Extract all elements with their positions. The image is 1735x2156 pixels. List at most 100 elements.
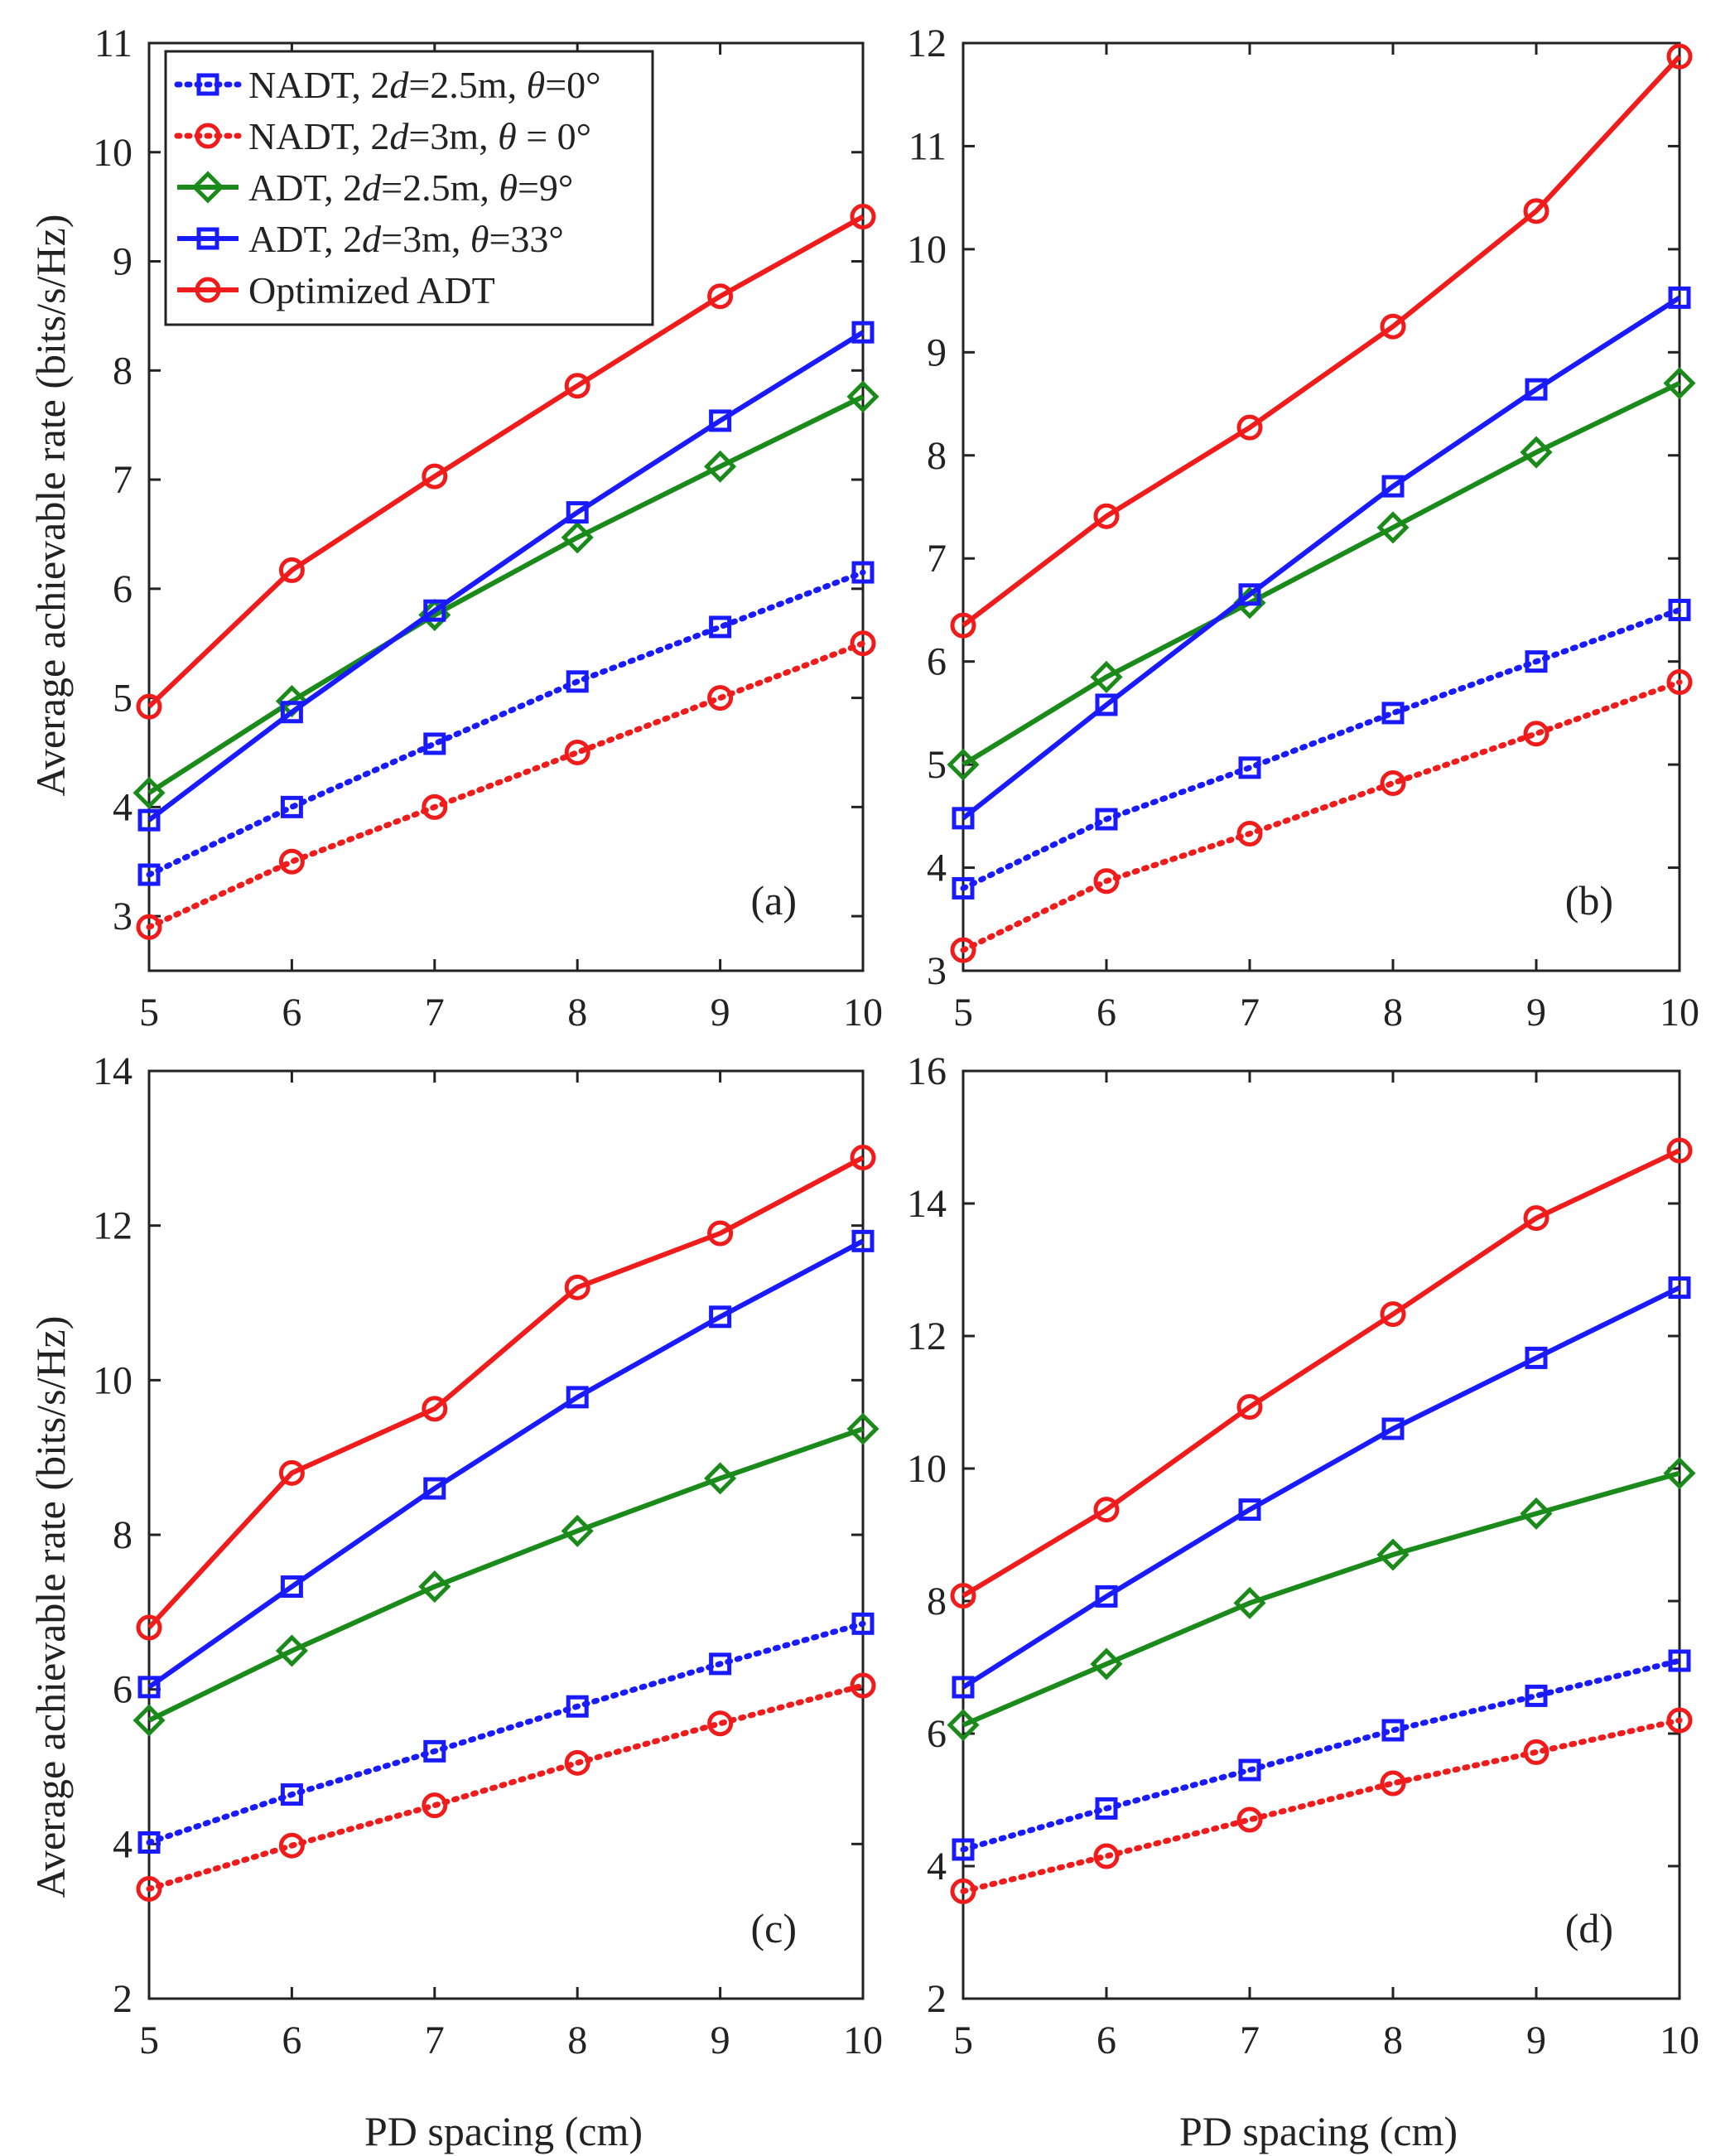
series-line (147, 214, 865, 709)
series-line (146, 1682, 866, 1892)
data-point (136, 914, 162, 940)
data-point (1666, 669, 1693, 696)
legend-marker (195, 277, 221, 303)
data-point (1668, 1276, 1691, 1300)
series-1 (952, 1649, 1691, 1861)
y-tick-label: 11 (908, 124, 947, 168)
y-tick-label: 10 (907, 1447, 947, 1491)
series-1 (137, 1612, 875, 1854)
data-point (278, 1459, 305, 1486)
data-point (422, 1792, 448, 1819)
data-point (704, 1462, 737, 1495)
data-point (564, 739, 590, 765)
data-point (1095, 808, 1118, 831)
series-line (960, 1657, 1683, 1853)
panel-d: 2 4 6 8 10 12 14 16 5 6 7 8 9 10 (d) (907, 1049, 1699, 2062)
data-point (280, 701, 303, 724)
legend-item: ADT, 2d=3m, θ=33° (177, 218, 564, 260)
x-tick-label: 10 (1660, 2019, 1699, 2062)
data-point (850, 1672, 876, 1699)
y-tick-label: 10 (907, 228, 947, 272)
data-point (1520, 436, 1553, 469)
y-tick-label: 4 (927, 846, 947, 890)
legend-item: NADT, 2d=2.5m, θ=0° (174, 64, 601, 106)
data-point (1380, 770, 1406, 797)
series-2 (950, 669, 1693, 963)
data-point (137, 1830, 161, 1854)
data-point (707, 685, 734, 711)
series-3 (133, 1412, 880, 1737)
data-point (1666, 1137, 1693, 1164)
data-point (561, 1514, 594, 1547)
x-tick-label: 6 (1096, 2019, 1116, 2062)
y-tick-label: 5 (927, 743, 947, 787)
data-point (1238, 756, 1261, 779)
y-tick-label: 4 (927, 1845, 947, 1888)
data-point (846, 380, 880, 413)
x-tick-label: 6 (1096, 991, 1116, 1035)
data-point (1090, 660, 1123, 693)
x-tick-label: 10 (843, 2019, 883, 2062)
data-point (707, 1220, 734, 1247)
series-4 (952, 286, 1691, 830)
y-tick-label: 5 (113, 677, 133, 721)
data-point (1093, 503, 1120, 529)
series-1 (137, 561, 875, 886)
legend-label: NADT, 2d=2.5m, θ=0° (248, 64, 601, 106)
data-point (423, 1739, 446, 1763)
data-point (1238, 1498, 1261, 1522)
data-point (709, 1305, 732, 1329)
data-point (422, 793, 448, 820)
data-point (1376, 511, 1410, 544)
y-tick-label: 10 (93, 131, 133, 175)
data-point (1663, 367, 1696, 400)
series-3 (947, 1457, 1696, 1742)
data-point (566, 501, 589, 524)
data-point (851, 1229, 875, 1252)
series-2 (136, 1672, 876, 1902)
plot-frame (147, 1069, 865, 2000)
data-point (952, 1838, 975, 1861)
x-tick-label: 7 (425, 991, 445, 1035)
x-tick-label: 8 (1383, 991, 1403, 1035)
data-point (851, 561, 875, 584)
data-point (423, 732, 446, 755)
data-point (1668, 286, 1691, 309)
x-axis-title-right: PD spacing (cm) (1179, 2108, 1458, 2154)
data-point (1236, 820, 1263, 846)
y-tick-label: 4 (113, 785, 133, 829)
legend-label: ADT, 2d=3m, θ=33° (248, 218, 564, 260)
data-point (1520, 1497, 1553, 1530)
legend-label: Optimized ADT (248, 269, 495, 311)
x-tick-label: 5 (139, 991, 159, 1035)
data-point (851, 1612, 875, 1635)
data-point (1381, 1417, 1405, 1440)
series-line (960, 1717, 1683, 1894)
y-tick-label: 10 (93, 1358, 133, 1402)
plot-frame (961, 1069, 1681, 2000)
data-point (566, 670, 589, 693)
data-point (1381, 1719, 1405, 1742)
data-point (561, 521, 594, 554)
legend-marker (195, 123, 221, 149)
series-4 (137, 321, 875, 832)
legend-label: NADT, 2d=3m, θ = 0° (248, 115, 591, 157)
data-point (952, 1676, 975, 1699)
data-point (1238, 1758, 1261, 1782)
legend-marker (196, 73, 219, 96)
x-tick-label: 9 (1526, 2019, 1546, 2062)
data-point (1380, 313, 1406, 340)
data-point (280, 795, 303, 818)
data-point (566, 1695, 589, 1718)
x-tick-label: 9 (1526, 991, 1546, 1035)
panel-label: (b) (1565, 877, 1613, 924)
x-tick-label: 10 (1660, 991, 1699, 1035)
panel-c: 2 4 6 8 10 12 14 5 6 7 8 9 10 (c) (93, 1049, 883, 2062)
data-point (1668, 598, 1691, 621)
data-point (1236, 1394, 1263, 1420)
panel-label: (c) (751, 1905, 798, 1951)
data-point (1093, 868, 1120, 895)
data-point (1666, 1707, 1693, 1734)
data-point (850, 1145, 876, 1171)
